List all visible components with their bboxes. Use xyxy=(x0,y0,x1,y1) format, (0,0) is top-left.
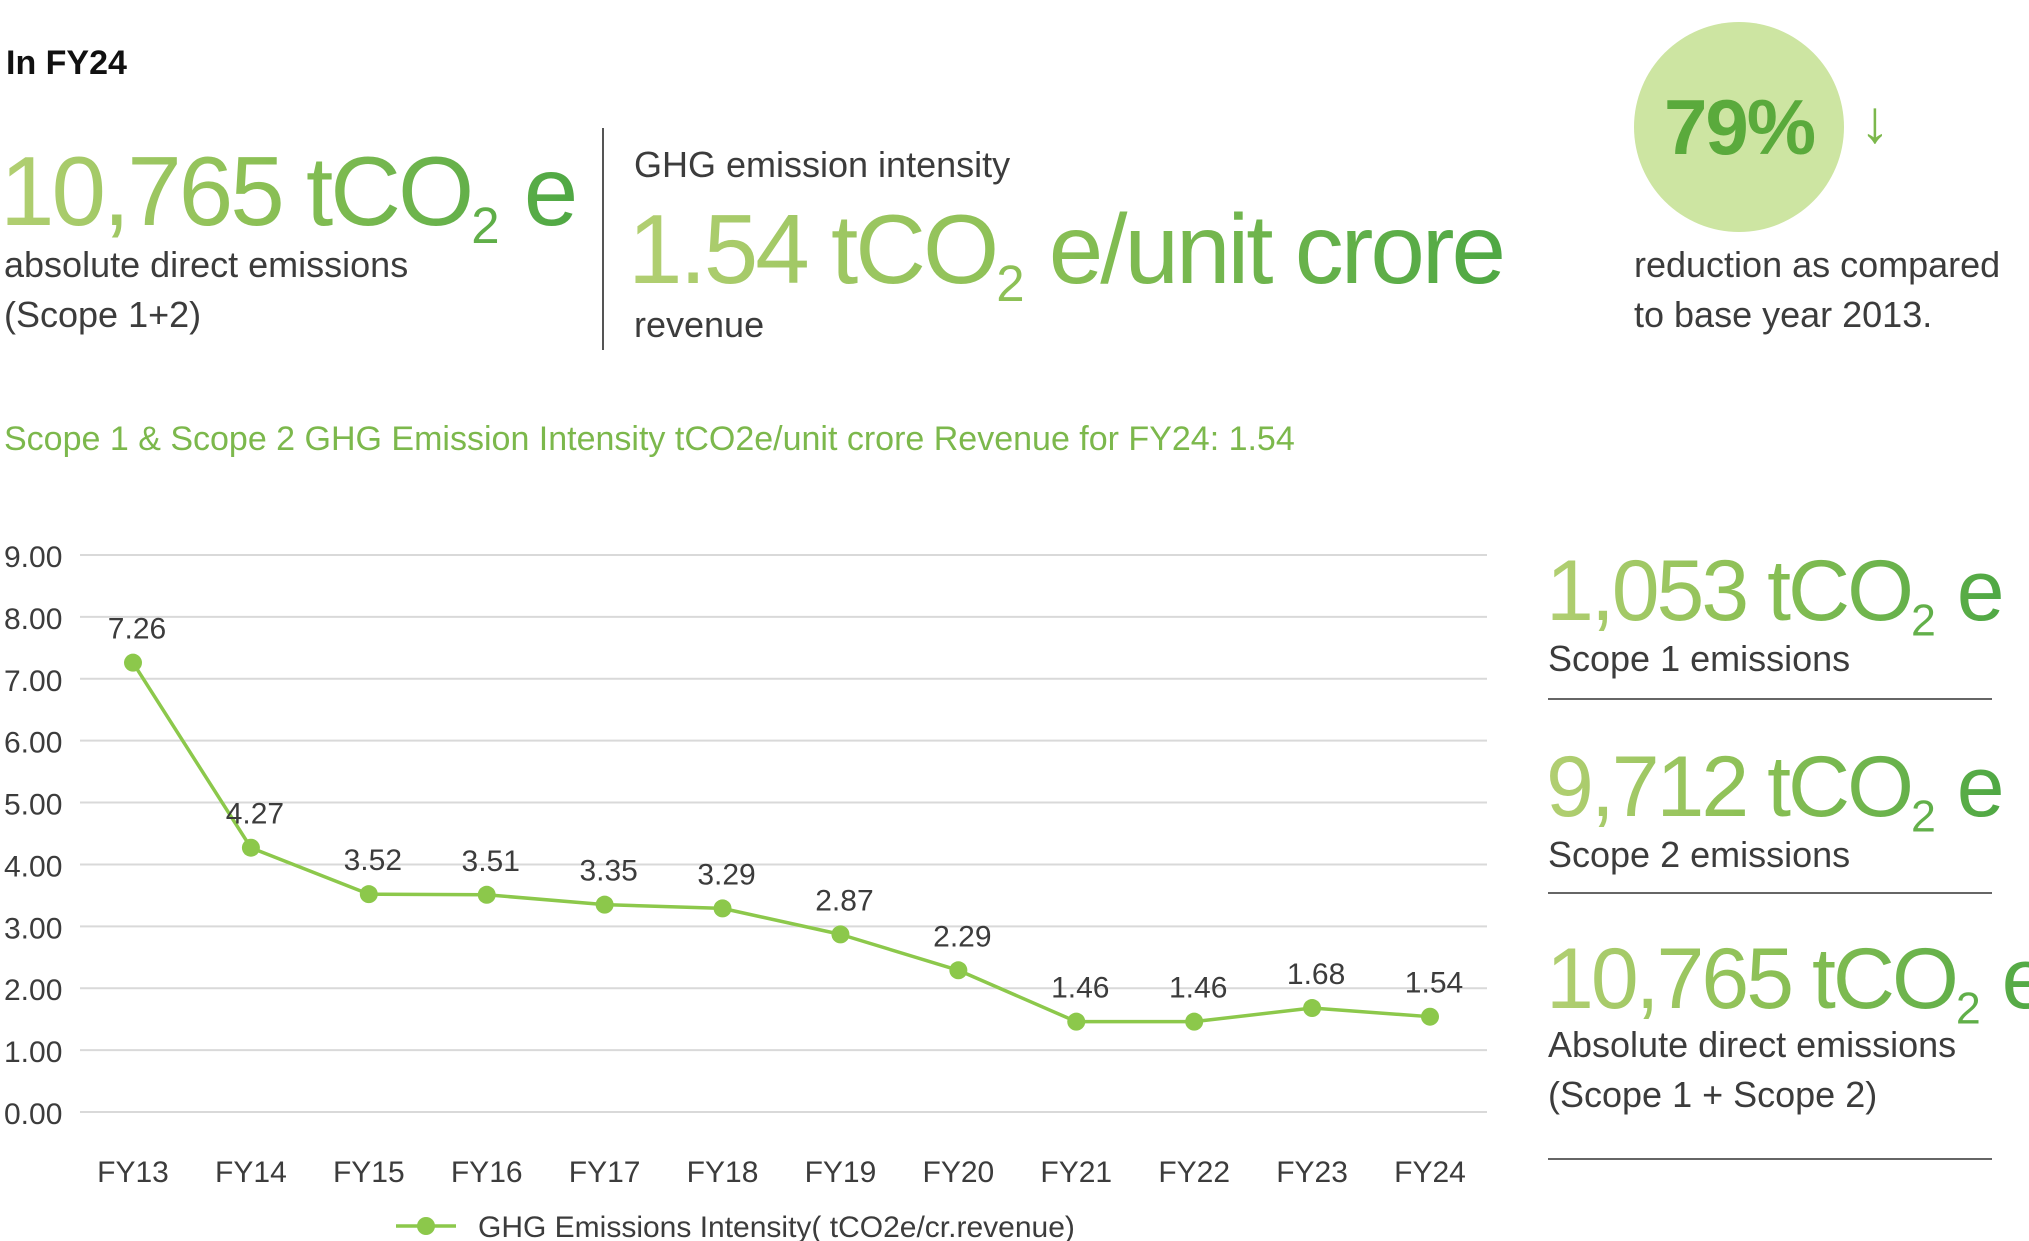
data-label: 2.29 xyxy=(933,920,991,953)
kpi-intensity-number: 1.54 xyxy=(628,194,807,304)
reduction-value: 79% xyxy=(1663,82,1816,171)
data-point xyxy=(241,838,260,857)
data-label: 3.35 xyxy=(579,855,637,888)
data-point xyxy=(477,885,496,904)
y-tick-label: 8.00 xyxy=(4,603,62,636)
x-tick-label: FY20 xyxy=(923,1156,995,1189)
data-point xyxy=(831,925,850,944)
data-label: 1.46 xyxy=(1169,972,1227,1005)
data-label: 1.54 xyxy=(1405,967,1463,1000)
side-stat-scope1-label: Scope 1 emissions xyxy=(1548,638,1851,679)
y-tick-label: 1.00 xyxy=(4,1036,62,1069)
kpi-intensity-sub-label: revenue xyxy=(634,304,765,345)
data-label: 1.46 xyxy=(1051,972,1109,1005)
kpi-divider xyxy=(602,128,604,350)
x-tick-label: FY14 xyxy=(215,1156,287,1189)
x-tick-label: FY13 xyxy=(97,1156,169,1189)
side-stat-total-number: 10,765 xyxy=(1546,931,1792,1027)
data-point xyxy=(359,885,378,904)
reduction-label-2: to base year 2013. xyxy=(1634,294,1933,335)
data-label: 7.26 xyxy=(108,613,166,646)
reduction-circle: 79% xyxy=(1634,22,1844,232)
x-tick-label: FY21 xyxy=(1040,1156,1112,1189)
y-tick-label: 3.00 xyxy=(4,912,62,945)
side-stat-divider-3 xyxy=(1548,1158,1992,1160)
data-label: 1.68 xyxy=(1287,958,1345,991)
data-point xyxy=(124,653,142,672)
x-tick-label: FY18 xyxy=(687,1156,759,1189)
side-stat-scope2-value: 9,712 tCO2 e xyxy=(1546,744,2002,840)
data-point xyxy=(1303,999,1322,1018)
side-stat-scope2-label: Scope 2 emissions xyxy=(1548,834,1851,875)
side-stat-scope1-unit: tCO2 e xyxy=(1767,543,2002,646)
x-tick-label: FY17 xyxy=(569,1156,641,1189)
header-title: In FY24 xyxy=(6,44,127,82)
side-stat-total-value: 10,765 tCO2 e xyxy=(1546,936,2029,1032)
data-label: 3.29 xyxy=(697,858,755,891)
kpi-absolute-value: 10,765 tCO2 e xyxy=(0,142,575,252)
chart-title: Scope 1 & Scope 2 GHG Emission Intensity… xyxy=(4,420,1295,458)
y-tick-label: 2.00 xyxy=(4,974,62,1007)
x-tick-label: FY15 xyxy=(333,1156,405,1189)
kpi-intensity-unit: tCO2 e/unit crore xyxy=(830,194,1504,312)
series-line xyxy=(131,661,1431,1024)
side-stat-scope1-value: 1,053 tCO2 e xyxy=(1546,548,2002,644)
y-tick-label: 5.00 xyxy=(4,789,62,822)
side-stat-total-label: Absolute direct emissions xyxy=(1548,1024,1957,1065)
y-tick-label: 6.00 xyxy=(4,727,62,760)
y-tick-label: 9.00 xyxy=(4,541,62,574)
reduction-label-1: reduction as compared xyxy=(1634,244,2001,285)
kpi-absolute-label-1: absolute direct emissions xyxy=(4,244,409,285)
data-label: 3.51 xyxy=(462,845,520,878)
y-tick-label: 7.00 xyxy=(4,665,62,698)
data-point xyxy=(1421,1007,1439,1026)
x-tick-label: FY23 xyxy=(1276,1156,1348,1189)
data-label: 3.52 xyxy=(344,844,402,877)
x-tick-label: FY24 xyxy=(1394,1156,1466,1189)
side-stat-scope2-number: 9,712 xyxy=(1546,739,1747,835)
side-stat-divider-1 xyxy=(1548,698,1992,700)
kpi-absolute-label-2: (Scope 1+2) xyxy=(4,294,202,335)
data-point xyxy=(595,895,614,914)
data-point xyxy=(713,899,732,918)
y-tick-label: 4.00 xyxy=(4,850,62,883)
kpi-absolute-unit: tCO2 e xyxy=(305,136,576,254)
legend-label: GHG Emissions Intensity( tCO2e/cr.revenu… xyxy=(478,1211,1075,1241)
y-tick-label: 0.00 xyxy=(4,1098,62,1131)
data-label: 2.87 xyxy=(815,884,873,917)
data-point xyxy=(949,961,968,980)
kpi-intensity-value: 1.54 tCO2 e/unit crore xyxy=(628,200,1503,310)
side-stat-total-unit: tCO2 e xyxy=(1811,931,2029,1034)
legend-marker xyxy=(417,1217,435,1235)
x-tick-label: FY16 xyxy=(451,1156,523,1189)
line-chart: 9.00 8.00 7.00 6.00 5.00 4.00 3.00 2.00 1.00 0.00… xyxy=(4,541,1487,1241)
down-arrow-icon: ↓ xyxy=(1860,88,1890,155)
kpi-absolute-number: 10,765 xyxy=(0,136,282,246)
side-stat-divider-2 xyxy=(1548,892,1992,894)
x-tick-label: FY22 xyxy=(1158,1156,1230,1189)
x-tick-label: FY19 xyxy=(805,1156,877,1189)
side-stat-scope2-unit: tCO2 e xyxy=(1767,739,2002,842)
side-stat-total-label-2: (Scope 1 + Scope 2) xyxy=(1548,1074,1878,1115)
data-label: 4.27 xyxy=(226,798,284,831)
side-stat-scope1-number: 1,053 xyxy=(1546,543,1747,639)
kpi-intensity-label: GHG emission intensity xyxy=(634,144,1011,185)
data-point xyxy=(1185,1012,1204,1031)
data-point xyxy=(1067,1012,1086,1031)
